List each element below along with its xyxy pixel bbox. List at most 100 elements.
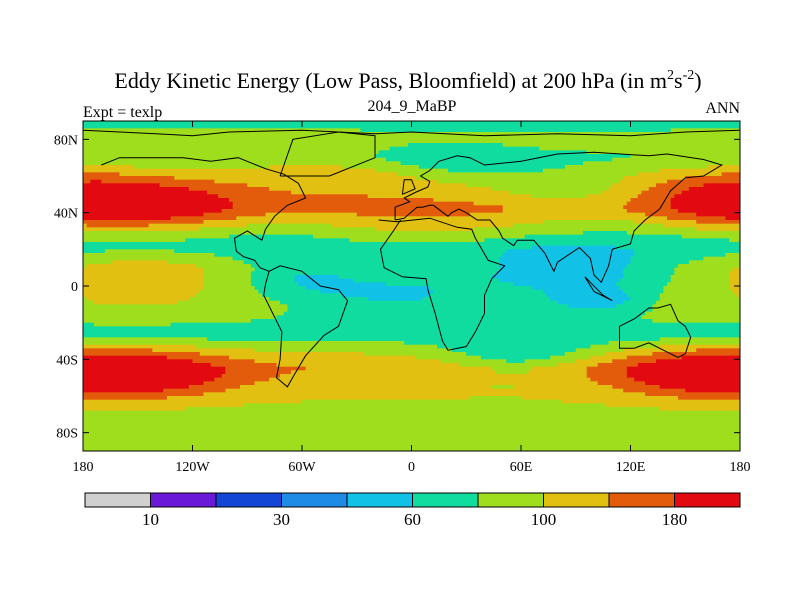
field-cell [597,363,639,368]
colorbar-swatch [150,492,217,508]
field-cell [667,216,726,221]
field-cell [586,150,740,155]
field-cell [83,260,113,265]
field-cell [83,212,205,217]
field-cell [659,293,737,298]
field-cell [229,198,434,203]
field-cell [469,396,522,401]
field-cell [619,278,672,283]
field-cell [283,311,646,316]
field-cell [349,238,486,243]
field-cell [302,399,562,404]
field-cell [670,201,740,206]
field-cell [623,388,686,393]
field-cell [170,216,237,221]
field-cell [484,238,730,243]
field-cell [196,264,252,269]
colorbar-label: 30 [273,510,290,529]
field-cell [83,227,201,232]
colorbar-label: 60 [404,510,421,529]
field-cell [221,374,281,379]
field-cell [473,201,628,206]
field-cell [630,260,690,265]
field-cell [83,205,234,210]
field-cell [677,396,740,401]
field-cell [612,359,657,364]
field-cell [626,264,679,269]
field-cell [451,348,577,353]
field-cell [250,282,299,287]
field-cell [626,293,661,298]
field-cell [499,278,621,283]
field-cell [491,187,610,192]
field-cell [269,297,369,302]
field-cell [634,253,726,258]
field-cell [210,363,278,368]
field-cell [199,352,365,357]
field-cell [491,385,515,390]
field-cell [659,168,740,173]
field-cell [531,194,588,199]
field-cell [542,220,635,225]
field-cell [612,157,740,162]
field-cell [250,271,497,276]
field-cell [652,304,740,309]
field-cell [214,253,504,258]
field-cell [469,212,646,217]
field-cell [586,194,639,199]
field-cell [367,194,533,199]
field-cell [685,388,740,393]
field-cell [203,275,252,280]
field-cell [696,212,740,217]
x-axis: 180 120W 60W 0 60E 120E 180 [73,121,751,475]
field-cell [681,234,740,239]
field-cell [542,168,661,173]
field-cell [630,154,740,159]
y-tick-label: 40N [54,207,78,222]
field-cell [159,183,248,188]
field-cell [83,165,135,170]
field-cell [648,187,690,192]
field-cell [203,381,256,386]
field-cell [93,300,179,305]
field-cell [586,366,628,371]
field-cell [499,267,624,272]
field-cell [203,392,646,397]
field-cell [83,293,197,298]
field-cell [254,381,599,386]
field-cell [83,150,380,155]
field-cell [652,319,740,324]
field-cell [83,128,361,133]
field-cell [634,220,697,225]
field-cell [550,355,591,360]
field-cell [623,205,672,210]
field-cell [203,278,252,283]
field-cell [407,143,504,148]
field-cell [83,253,215,258]
field-cell [83,436,740,441]
colorbar-swatch [215,492,282,508]
field-cell [83,326,740,331]
field-cell [688,187,740,192]
field-cell [86,264,197,269]
field-cell [287,304,570,309]
field-cell [254,359,442,364]
field-cell [557,300,624,305]
y-tick-label: 80N [54,133,78,148]
field-cell [367,297,424,302]
field-cell [385,282,515,287]
field-cell [83,359,194,364]
field-cell [707,165,740,170]
field-cell [623,275,672,280]
field-cell [630,256,705,261]
field-cell [385,157,613,162]
field-cell [703,256,740,261]
field-cell [83,267,205,272]
field-cell [659,385,740,390]
field-cell [83,407,186,412]
field-cell [645,212,697,217]
field-cell [218,194,369,199]
field-cell [590,344,661,349]
x-tick-label: 60E [510,460,533,475]
